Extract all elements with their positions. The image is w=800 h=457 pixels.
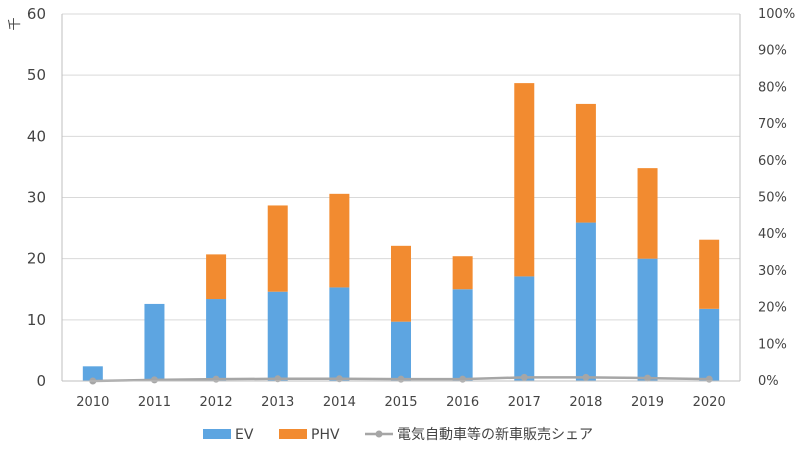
y-right-tick-label: 70%	[758, 117, 787, 132]
x-tick-label: 2020	[693, 395, 726, 410]
x-tick-label: 2012	[200, 395, 233, 410]
y-right-tick-label: 100%	[758, 7, 795, 22]
share-point-2020	[705, 375, 713, 383]
legend-swatch-ev	[203, 429, 231, 439]
bar-phv-2019	[637, 168, 658, 259]
bar-ev-2014	[329, 287, 350, 381]
y-left-tick-label: 30	[27, 189, 46, 207]
x-tick-label: 2010	[76, 395, 109, 410]
bar-phv-2015	[391, 245, 411, 322]
bars	[82, 83, 720, 381]
y-right-tick-label: 80%	[758, 80, 787, 95]
y-left-tick-label: 40	[27, 127, 46, 145]
share-point-2011	[150, 376, 158, 384]
legend: EV PHV 電気自動車等の新車販売シェア	[203, 426, 593, 443]
y-right-tick-label: 40%	[758, 227, 787, 242]
y-right-tick-label: 10%	[758, 337, 787, 352]
x-tick-label: 2018	[569, 395, 602, 410]
bar-ev-2018	[575, 222, 596, 381]
bar-phv-2017	[514, 83, 535, 277]
legend-swatch-share-marker	[375, 430, 383, 438]
x-tick-label: 2017	[508, 395, 541, 410]
share-point-2015	[397, 375, 405, 383]
axes: 0 10 20 30 40 50 60 0% 10% 20% 30% 40% 50% 60% 70% 80% 9…	[8, 5, 795, 410]
y-left-unit-label: 千	[8, 17, 23, 30]
legend-label-phv: PHV	[311, 427, 340, 443]
bar-phv-2018	[575, 103, 596, 223]
bar-ev-2017	[514, 276, 535, 381]
bar-phv-2013	[267, 205, 288, 292]
y-left-tick-label: 50	[27, 66, 46, 84]
share-point-2016	[459, 375, 467, 383]
share-point-2017	[520, 373, 528, 381]
legend-label-share: 電気自動車等の新車販売シェア	[397, 426, 593, 443]
share-line-series	[89, 373, 713, 385]
y-left-tick-label: 20	[27, 250, 46, 268]
bar-phv-2012	[206, 254, 227, 300]
bar-phv-2014	[329, 193, 350, 288]
bar-ev-2019	[637, 258, 658, 381]
bar-phv-2016	[452, 256, 473, 290]
y-right-tick-label: 50%	[758, 191, 787, 206]
x-tick-label: 2015	[384, 395, 417, 410]
legend-swatch-phv	[279, 429, 307, 439]
x-tick-label: 2016	[446, 395, 479, 410]
y-right-tick-label: 20%	[758, 301, 787, 316]
bar-ev-2015	[391, 321, 411, 381]
x-tick-label: 2011	[138, 395, 171, 410]
x-tick-label: 2019	[631, 395, 664, 410]
bar-ev-2013	[267, 291, 288, 381]
legend-label-ev: EV	[235, 427, 254, 443]
y-left-tick-label: 60	[27, 5, 46, 23]
y-right-tick-label: 0%	[758, 374, 779, 389]
bar-ev-2012	[206, 299, 227, 381]
y-right-tick-label: 90%	[758, 44, 787, 59]
bar-ev-2020	[699, 308, 720, 381]
share-point-2018	[582, 373, 590, 381]
y-left-tick-label: 0	[36, 372, 46, 390]
bar-ev-2011	[144, 303, 165, 381]
bar-ev-2010	[82, 366, 103, 381]
share-point-2012	[212, 375, 220, 383]
y-right-tick-label: 30%	[758, 264, 787, 279]
y-right-tick-label: 60%	[758, 154, 787, 169]
y-left-tick-label: 10	[27, 311, 46, 329]
bar-ev-2016	[452, 289, 473, 381]
x-tick-label: 2014	[323, 395, 356, 410]
share-point-2019	[644, 374, 652, 382]
bar-phv-2020	[699, 239, 720, 309]
x-tick-label: 2013	[261, 395, 294, 410]
